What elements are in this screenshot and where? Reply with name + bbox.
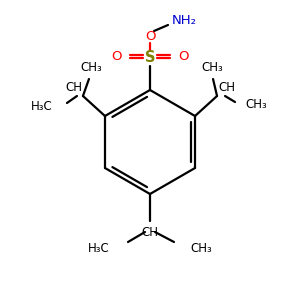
Text: CH₃: CH₃ xyxy=(245,98,267,110)
Text: CH: CH xyxy=(142,226,158,239)
Text: S: S xyxy=(145,50,155,65)
Text: NH₂: NH₂ xyxy=(172,14,197,26)
Text: H₃C: H₃C xyxy=(31,100,53,112)
Text: O: O xyxy=(112,50,122,63)
Text: O: O xyxy=(145,29,155,43)
Text: CH₃: CH₃ xyxy=(80,61,102,74)
Text: CH: CH xyxy=(65,81,82,94)
Text: CH₃: CH₃ xyxy=(190,242,212,254)
Text: O: O xyxy=(178,50,188,63)
Text: CH₃: CH₃ xyxy=(201,61,223,74)
Text: CH: CH xyxy=(218,81,235,94)
Text: H₃C: H₃C xyxy=(88,242,110,254)
